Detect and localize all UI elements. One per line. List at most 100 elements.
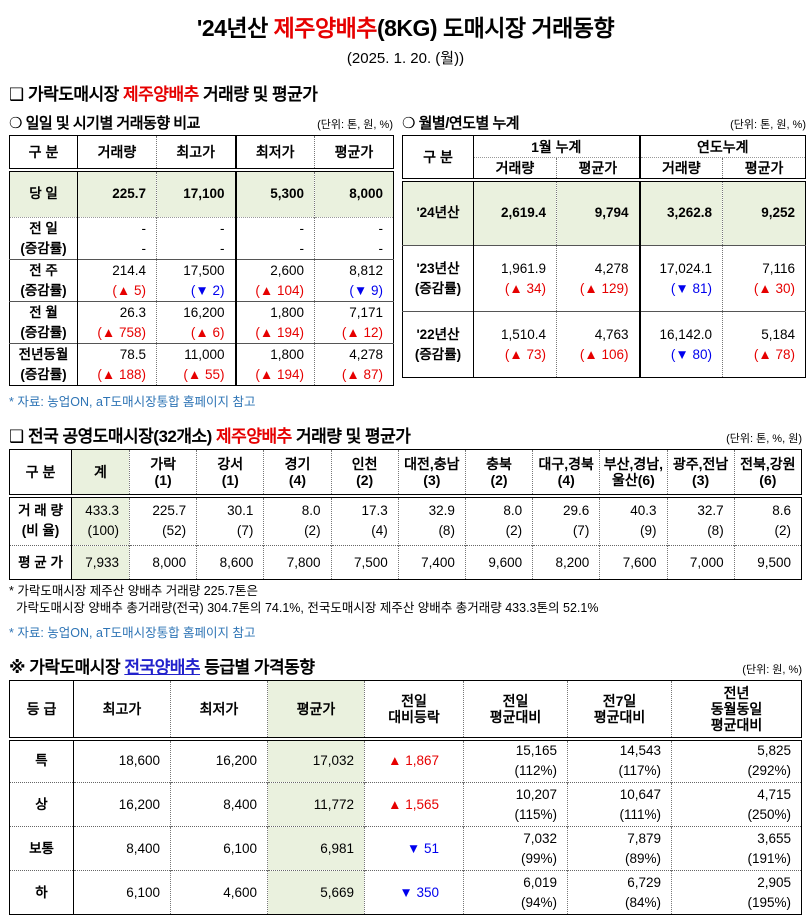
market-column-header: 가락 (1) xyxy=(128,449,197,498)
table-row: '23년산 (증감률) 1,961.9 (▲ 34) 4,278 (▲ 129) 17,02… xyxy=(402,245,806,312)
national-heading-suffix: 거래량 및 평균가 xyxy=(291,427,411,446)
cell-line: 14,543 xyxy=(619,743,661,759)
cell-line: 8.6 xyxy=(772,503,791,519)
cell-line: 17,500 xyxy=(183,262,225,278)
cell-line: 7,116 xyxy=(762,260,796,276)
value-cell: 7,933 xyxy=(71,545,130,580)
cell-line: (▲ 104) xyxy=(255,282,304,298)
cell-line: 3,655 xyxy=(757,830,791,846)
cell-line: (▲ 188) xyxy=(97,366,146,382)
cell-line: 11,000 xyxy=(184,346,225,362)
cell-line: - xyxy=(378,240,384,256)
cell-line: 17,032 xyxy=(312,753,354,769)
cell-line: 평균대비 xyxy=(489,708,542,725)
cell-line: 평균대비 xyxy=(593,708,646,725)
national-heading-text: ❑ 전국 공영도매시장(32개소) 제주양배추 거래량 및 평균가 xyxy=(9,422,411,447)
cell-line: (▲ 758) xyxy=(97,324,146,340)
cell-line: (84%) xyxy=(624,894,661,910)
cell-line: 4,278 xyxy=(594,260,629,276)
cell-line: 7,032 xyxy=(523,830,557,846)
cell-line: 상 xyxy=(35,796,48,812)
value-cell: 4,600 xyxy=(170,870,268,915)
cell-line: 평 균 가 xyxy=(18,554,63,570)
cell-line: 7,600 xyxy=(622,554,657,570)
row-label: '23년산 (증감률) xyxy=(403,246,474,312)
value-cell: 5,184 (▲ 78) xyxy=(722,311,806,378)
table-header: 구 분 계 가락 (1) 강서 (1) 경기 (4) 인천 (2) 대전,충남 (3) 충북 (2) 대구,… xyxy=(9,449,802,498)
report-date: (2025. 1. 20. (월)) xyxy=(346,50,465,67)
cell-line: 전7일 xyxy=(602,692,637,709)
cell-line: ▼ 51 xyxy=(406,840,439,856)
cell-line: ▲ 1,565 xyxy=(388,796,439,812)
cell-line: (195%) xyxy=(747,894,791,910)
table-row: 특 18,600 16,200 17,032 ▲ 1,867 15,165 (112%) 14… xyxy=(10,738,802,783)
cell-line: (4) xyxy=(557,471,575,488)
value-cell: 78.5 (▲ 188) xyxy=(77,343,157,386)
garak-heading-prefix: ❑ 가락도매시장 xyxy=(9,85,124,104)
cell-line: 214.4 xyxy=(112,262,146,278)
value-cell: 6,981 xyxy=(267,826,365,871)
cell-line: 2,619.4 xyxy=(500,205,546,221)
cell-line: 8,400 xyxy=(126,840,160,856)
value-cell: ▲ 1,565 xyxy=(364,782,464,827)
cell-line: 4,278 xyxy=(349,346,383,362)
table-row: 전 주 (증감률) 214.4 (▲ 5) 17,500 (▼ 2) 2,600 (▲ 104… xyxy=(9,259,394,302)
cell-line: 16,200 xyxy=(118,796,160,812)
market-column-header: 계 xyxy=(71,449,130,498)
cell-line: (▲ 106) xyxy=(579,346,629,362)
cell-line: 4,600 xyxy=(223,884,257,900)
row-label: 전 일 (증감률) xyxy=(10,218,78,260)
table-row: 상 16,200 8,400 11,772 ▲ 1,565 10,207 (115%) 10,… xyxy=(9,782,802,827)
value-cell: 8.0 (2) xyxy=(464,495,533,546)
cell-line: 동월동일 xyxy=(710,700,763,717)
value-cell: 8,600 xyxy=(196,545,264,580)
group-header: 연도누계 xyxy=(638,135,806,158)
cell-line: 부산,경남, xyxy=(603,455,664,472)
national-section-heading: ❑ 전국 공영도매시장(32개소) 제주양배추 거래량 및 평균가 (단위: 톤… xyxy=(9,422,802,447)
cell-line: 최고가 xyxy=(102,700,142,717)
cell-line: 전일 xyxy=(502,692,529,709)
title-prefix: '24년산 xyxy=(196,15,274,41)
value-cell: ▼ 51 xyxy=(364,826,464,871)
cell-line: (2) xyxy=(505,523,523,539)
cell-line: ▲ 1,867 xyxy=(388,753,439,769)
table-header: 등 급 최고가 최저가 평균가 전일 대비등락 전일 평균대비 전7일 평균대비 전년 동월동일 평균대… xyxy=(9,680,802,741)
table-row: '22년산 (증감률) 1,510.4 (▲ 73) 4,763 (▲ 106) 16,14… xyxy=(402,311,806,378)
value-cell: 6,100 xyxy=(73,870,171,915)
value-cell: 32.9 (8) xyxy=(397,495,466,546)
column-header: 전일 평균대비 xyxy=(463,680,568,741)
row-label: 평 균 가 xyxy=(10,546,72,580)
table-body: 당 일 225.7 17,100 5,300 8,000 전 일 (증감률) - - - - - - - -… xyxy=(9,169,394,386)
daily-trend-block: ❍ 일일 및 시기별 거래동향 비교 (단위: 톤, 원, %) 구 분 거래량 최… xyxy=(9,107,394,410)
title-product: 제주양배추 xyxy=(273,15,378,41)
cell-line: 8.0 xyxy=(503,503,523,519)
cell-line: (▲ 194) xyxy=(255,366,304,382)
value-cell: 4,715 (250%) xyxy=(671,782,802,827)
cell-line: 10,207 xyxy=(515,786,557,802)
header-row: 거래량 평균가 거래량 평균가 xyxy=(403,157,806,182)
value-cell: 8,200 xyxy=(532,545,600,580)
value-cell: 7,879 (89%) xyxy=(567,826,672,871)
cell-line: (▲ 5) xyxy=(112,282,146,298)
cell-line: 3,262.8 xyxy=(666,205,713,221)
market-column-header: 인천 (2) xyxy=(330,449,399,498)
cell-line: 7,171 xyxy=(349,304,383,320)
value-cell: 6,729 (84%) xyxy=(567,870,672,915)
cell-line: 8,000 xyxy=(349,186,383,202)
cell-line: (2) xyxy=(774,523,792,539)
cell-line: 대비등락 xyxy=(388,708,440,725)
value-cell: 10,207 (115%) xyxy=(463,782,568,827)
cell-line: 16,200 xyxy=(215,753,257,769)
cell-line: ▼ 350 xyxy=(399,884,439,900)
table-row: 전년동월 (증감률) 78.5 (▲ 188) 11,000 (▲ 55) 1,800 (▲ … xyxy=(9,343,394,386)
row-label: '24년산 xyxy=(402,179,474,246)
cell-line: 30.1 xyxy=(227,503,254,519)
daily-subheading-row: ❍ 일일 및 시기별 거래동향 비교 (단위: 톤, 원, %) xyxy=(9,112,393,133)
cell-line: (8) xyxy=(707,523,724,539)
daily-source-note: * 자료: 농업ON, aT도매시장통합 홈페이지 참고 xyxy=(9,395,256,409)
value-cell: 2,905 (195%) xyxy=(671,870,802,915)
corner-header: 구 분 xyxy=(9,449,72,498)
value-cell: 5,300 xyxy=(234,169,315,218)
cell-line: '22년산 xyxy=(416,326,460,342)
cell-line: 16,142.0 xyxy=(659,326,713,342)
